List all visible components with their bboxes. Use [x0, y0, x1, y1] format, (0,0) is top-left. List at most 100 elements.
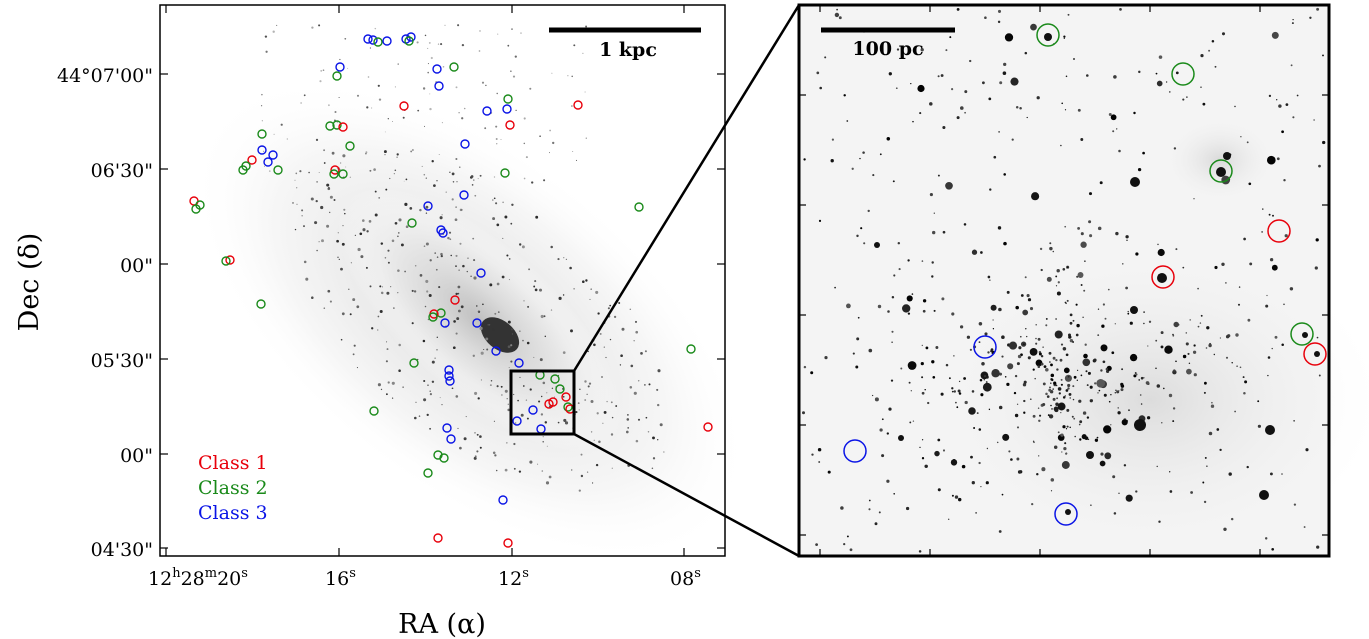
star-speck — [525, 156, 528, 159]
star — [987, 275, 991, 279]
source-marker — [273, 165, 283, 175]
star-speck — [563, 257, 565, 259]
star — [1082, 358, 1091, 367]
source-marker — [423, 201, 433, 211]
source-marker — [544, 399, 554, 409]
bright-star — [1259, 490, 1269, 500]
star-speck — [354, 234, 357, 237]
star-speck — [459, 446, 462, 450]
star-speck — [517, 399, 519, 402]
source-marker — [404, 36, 414, 46]
legend-class-3: Class 3 — [198, 502, 268, 524]
star-speck — [429, 107, 432, 111]
star-speck — [436, 256, 439, 258]
star — [942, 230, 946, 234]
star — [1257, 424, 1262, 428]
star-speck — [450, 254, 452, 257]
star — [1291, 22, 1294, 25]
star — [1007, 363, 1014, 370]
star-speck — [626, 418, 630, 421]
star — [1071, 415, 1074, 418]
star-speck — [522, 385, 525, 387]
star — [932, 375, 936, 379]
star — [1015, 106, 1019, 109]
star-speck — [473, 276, 477, 280]
star-speck — [462, 264, 465, 268]
star — [1016, 403, 1019, 405]
star — [817, 447, 822, 452]
star-speck — [393, 307, 395, 309]
star-speck — [336, 121, 339, 124]
star-speck — [387, 118, 389, 120]
star-speck — [496, 92, 498, 95]
star-speck — [377, 84, 380, 87]
star-speck — [552, 141, 555, 145]
star — [862, 151, 865, 154]
star-speck — [479, 174, 482, 177]
star — [1271, 264, 1278, 271]
star — [1112, 130, 1115, 133]
star — [1039, 247, 1043, 251]
star-speck — [542, 441, 544, 443]
star-speck — [362, 228, 366, 232]
star-speck — [510, 222, 513, 225]
star — [937, 75, 940, 78]
star — [1135, 252, 1139, 256]
star — [1278, 104, 1282, 108]
star — [803, 365, 807, 369]
star — [1023, 380, 1027, 384]
star-speck — [627, 414, 629, 416]
star-speck — [455, 332, 458, 335]
star — [1022, 309, 1029, 316]
source-marker — [444, 371, 454, 381]
star — [1072, 319, 1075, 322]
star — [1157, 248, 1165, 257]
star-speck — [603, 410, 607, 414]
bright-star — [1130, 177, 1140, 187]
star-speck — [558, 296, 562, 300]
right-frame — [797, 3, 1331, 558]
star — [1094, 382, 1097, 385]
source-marker — [238, 165, 248, 175]
star — [920, 48, 924, 52]
source-marker-zoomed — [1303, 342, 1327, 366]
star — [1243, 237, 1246, 241]
source-marker — [563, 402, 573, 412]
bright-star — [1134, 419, 1146, 431]
star-speck — [455, 157, 458, 161]
star-speck — [471, 184, 474, 186]
star-speck — [412, 149, 414, 151]
star — [1049, 242, 1052, 245]
star-speck — [352, 353, 355, 356]
star — [988, 97, 992, 101]
star — [1030, 23, 1037, 31]
star-speck — [592, 482, 594, 484]
star — [1293, 503, 1297, 506]
star-speck — [445, 191, 447, 193]
star — [1242, 376, 1245, 379]
star — [900, 367, 903, 370]
star-speck — [633, 340, 635, 342]
right-scale-bar-label: 100 pc — [852, 38, 923, 60]
legend-class-2: Class 2 — [198, 477, 268, 499]
star — [1062, 396, 1066, 399]
source-marker — [432, 64, 442, 74]
star-speck — [467, 257, 469, 259]
star — [996, 441, 999, 444]
star-speck — [276, 24, 278, 26]
star — [1129, 353, 1138, 362]
star-speck — [587, 350, 589, 353]
star — [929, 193, 933, 197]
star — [1014, 413, 1019, 418]
star-speck — [546, 445, 548, 447]
star — [1040, 268, 1043, 272]
star-speck — [538, 288, 543, 292]
star — [1064, 301, 1067, 304]
star-speck — [492, 217, 496, 221]
star-speck — [480, 379, 482, 381]
star — [1055, 275, 1058, 278]
star — [1118, 149, 1121, 153]
star — [992, 319, 994, 321]
star-speck — [466, 270, 468, 273]
star — [1060, 411, 1062, 414]
